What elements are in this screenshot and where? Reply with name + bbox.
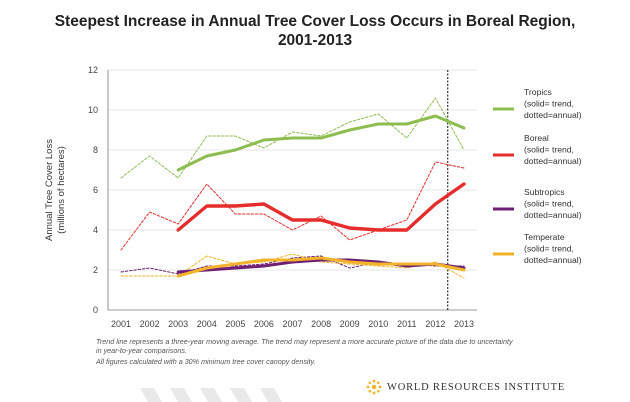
y-tick-label: 6 [93, 185, 98, 195]
legend-label-temperate: dotted=annual) [524, 255, 582, 265]
legend-label-tropics: Tropics [524, 87, 552, 97]
x-tick-label: 2007 [282, 319, 302, 329]
series-line-tropics-trend [176, 114, 466, 172]
x-tick-label: 2011 [397, 319, 416, 329]
legend-label-boreal: Boreal [524, 133, 549, 143]
x-tick-label: 2013 [454, 319, 474, 329]
series-line-boreal-annual [120, 161, 465, 251]
x-tick-label: 2004 [197, 319, 217, 329]
legend-label-subtropics: Subtropics [524, 187, 565, 197]
x-tick-label: 2009 [340, 319, 360, 329]
footnote-line-1: Trend line represents a three-year movin… [96, 337, 513, 346]
footnote-line-2: in year-to-year comparisons. [96, 346, 187, 355]
legend-label-subtropics: (solid= trend, [524, 199, 574, 209]
y-axis-label: (millions of hectares) [56, 146, 67, 234]
y-tick-label: 4 [93, 225, 98, 235]
x-tick-label: 2001 [111, 319, 131, 329]
series-line-tropics-annual [120, 97, 465, 179]
y-tick-label: 10 [88, 105, 98, 115]
x-tick-label: 2002 [140, 319, 160, 329]
x-tick-label: 2008 [311, 319, 331, 329]
y-tick-label: 12 [88, 65, 98, 75]
series-line-temperate-trend [176, 256, 466, 278]
x-tick-label: 2010 [368, 319, 388, 329]
y-axis-label: Annual Tree Cover Loss [44, 139, 55, 241]
decorative-stripes [140, 388, 282, 402]
chart-title-line-1: Steepest Increase in Annual Tree Cover L… [54, 13, 576, 30]
y-tick-label: 0 [93, 305, 98, 315]
legend-label-boreal: (solid= trend, [524, 145, 574, 155]
logo-text: WORLD RESOURCES INSTITUTE [387, 381, 566, 393]
legend-label-boreal: dotted=annual) [524, 156, 582, 166]
y-tick-label: 8 [93, 145, 98, 155]
x-tick-label: 2012 [425, 319, 445, 329]
sunburst-icon [366, 379, 382, 395]
legend-label-subtropics: dotted=annual) [524, 210, 582, 220]
chart-title: Steepest Increase in Annual Tree Cover L… [0, 12, 630, 50]
x-tick-label: 2003 [168, 319, 188, 329]
series-line-subtropics-annual [120, 255, 465, 275]
wri-logo: WORLD RESOURCES INSTITUTE [366, 379, 565, 395]
legend-label-temperate: (solid= trend, [524, 244, 574, 254]
footnote-line-3: All figures calculated with a 30% minimu… [96, 357, 316, 366]
x-tick-label: 2006 [254, 319, 274, 329]
chart-title-line-2: 2001-2013 [277, 32, 353, 49]
series-line-boreal-trend [176, 182, 466, 232]
legend-label-tropics: dotted=annual) [524, 110, 582, 120]
legend-label-tropics: (solid= trend, [524, 99, 574, 109]
y-tick-label: 2 [93, 265, 98, 275]
legend-label-temperate: Temperate [524, 232, 565, 242]
x-tick-label: 2005 [225, 319, 245, 329]
